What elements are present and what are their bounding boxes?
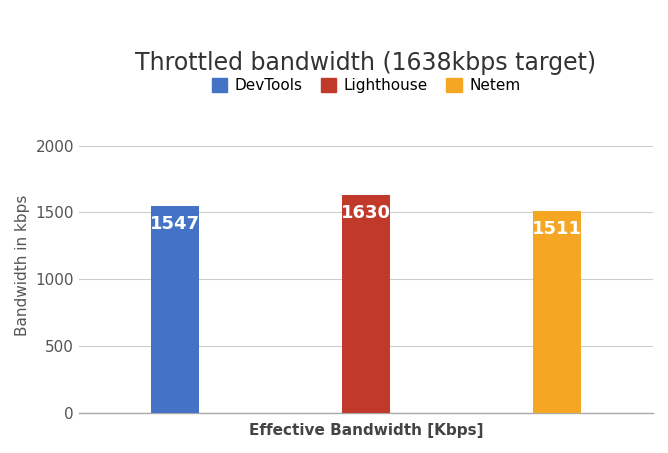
Title: Throttled bandwidth (1638kbps target): Throttled bandwidth (1638kbps target) [136, 51, 597, 75]
X-axis label: Effective Bandwidth [Kbps]: Effective Bandwidth [Kbps] [248, 423, 483, 438]
Bar [534, 211, 581, 413]
Y-axis label: Bandwidth in kbps: Bandwidth in kbps [15, 195, 30, 337]
Text: 1547: 1547 [150, 215, 200, 233]
Text: 1630: 1630 [341, 204, 391, 222]
Text: 1511: 1511 [532, 220, 582, 238]
Legend: DevTools, Lighthouse, Netem: DevTools, Lighthouse, Netem [207, 74, 525, 98]
Bar [342, 195, 390, 413]
Bar [151, 206, 198, 413]
